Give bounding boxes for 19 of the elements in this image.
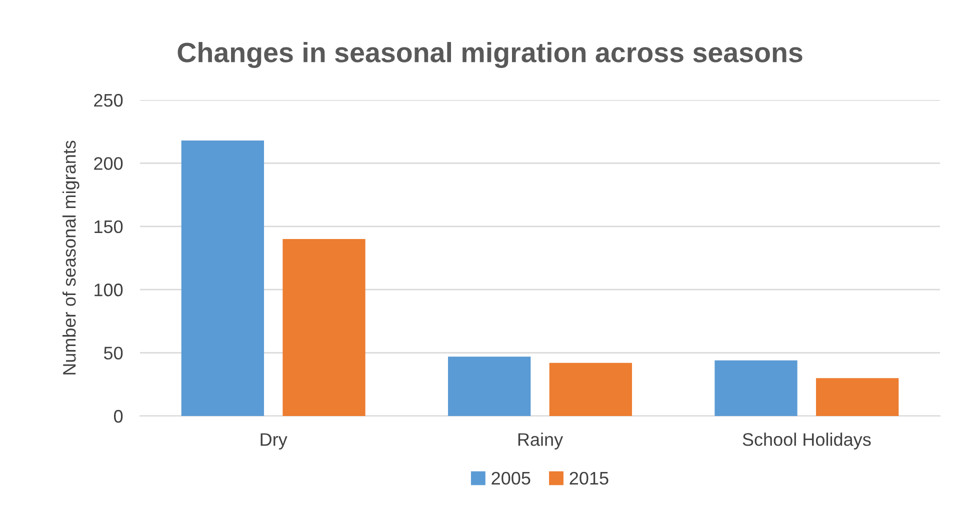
legend-label: 2015 xyxy=(570,472,608,485)
bar xyxy=(714,360,798,416)
x-tick-label: School Holidays xyxy=(742,432,871,450)
y-tick-label: 200 xyxy=(94,157,123,170)
y-tick-label: 50 xyxy=(104,346,123,360)
y-tick-label: 250 xyxy=(94,94,123,107)
bar xyxy=(282,239,366,416)
x-tick-label: Dry xyxy=(260,433,288,450)
y-tick-label: 100 xyxy=(94,284,123,296)
bar xyxy=(549,362,632,416)
y-tick-label: 0 xyxy=(114,410,123,423)
bar xyxy=(181,140,264,416)
x-tick-label: Rainy xyxy=(518,432,564,450)
bar xyxy=(448,356,531,416)
y-tick-label: 150 xyxy=(94,220,123,234)
legend-label: 2005 xyxy=(492,472,530,485)
bar xyxy=(816,378,899,416)
y-axis-title: Number of seasonal migrants xyxy=(62,140,80,374)
chart-title: Changes in seasonal migration across seasons xyxy=(178,42,802,68)
